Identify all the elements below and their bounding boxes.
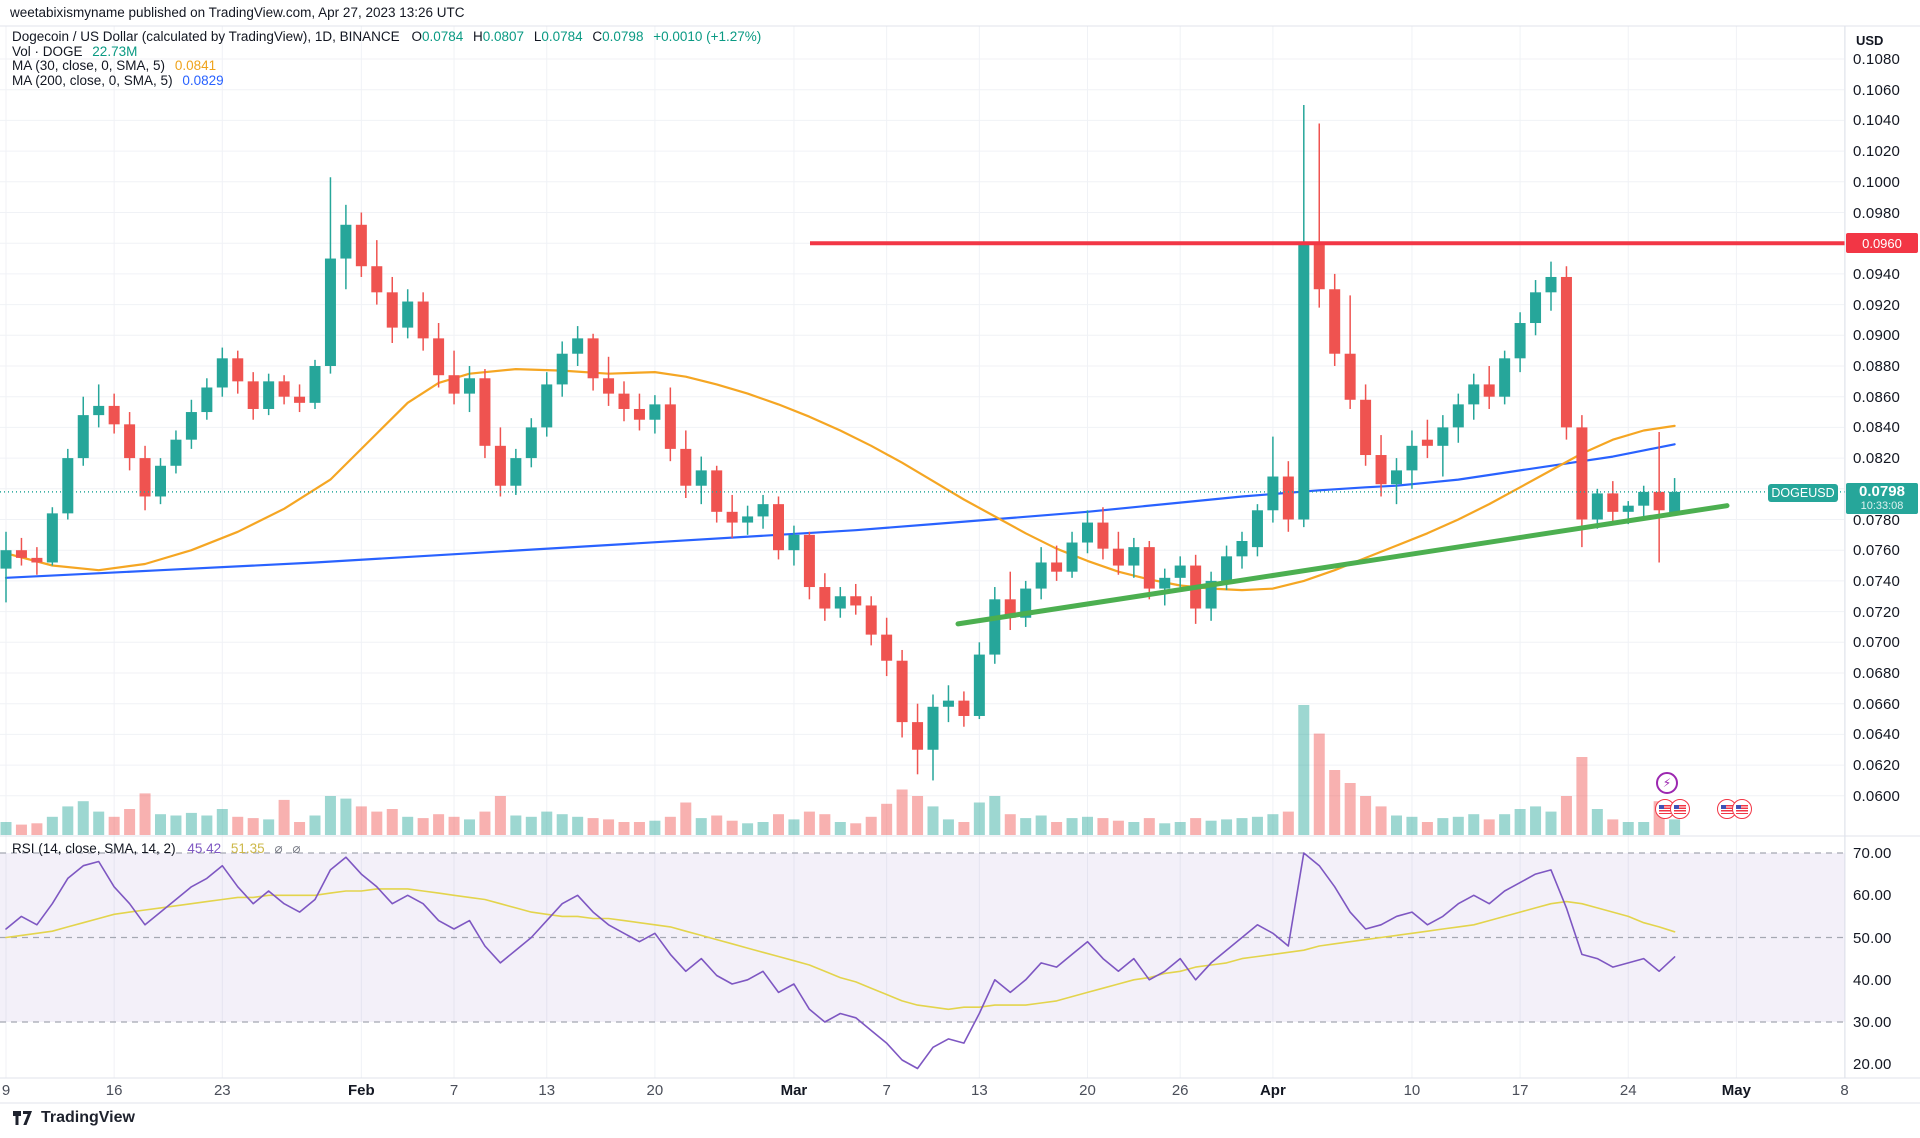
- ma30-label: MA (30, close, 0, SMA, 5): [12, 58, 166, 73]
- price-tick-label: 0.0940: [1853, 265, 1901, 283]
- price-axis[interactable]: 0.1080 0.1060 0.1040 0.1020 0.1000 0.0980 0.09…: [1845, 26, 1920, 1078]
- change-value: +0.0010 (+1.27%): [653, 29, 762, 44]
- main-legend: Dogecoin / US Dollar (calculated by Trad…: [12, 29, 762, 89]
- rsi-tick-label: 20.00: [1853, 1056, 1892, 1074]
- volume-label: Vol · DOGE: [12, 43, 83, 59]
- rsi-empty-icon: ⌀: [292, 841, 301, 856]
- volume-value: 22.73M: [92, 43, 138, 59]
- time-tick-label: 13: [538, 1082, 556, 1099]
- price-tick-label: 0.1060: [1853, 81, 1901, 99]
- high-value: 0.0807: [482, 29, 525, 44]
- current-price-value: 0.0798: [1859, 483, 1905, 500]
- price-tick-label: 0.0900: [1853, 327, 1901, 345]
- close-label: C: [592, 29, 603, 44]
- us-economic-event-flag-icon[interactable]: [1670, 799, 1690, 819]
- ma30-legend-row[interactable]: MA (30, close, 0, SMA, 5) 0.0841: [12, 58, 761, 74]
- price-tick-label: 0.0640: [1853, 726, 1901, 744]
- price-tick-label: 0.0740: [1853, 572, 1901, 590]
- time-axis[interactable]: 9 16 23 Feb 7 13 20 Mar 7 13 20 26 Apr 10 17 24 May 8: [0, 1078, 1920, 1103]
- time-tick-label: 23: [213, 1082, 231, 1099]
- price-tick-label: 0.1080: [1853, 51, 1901, 68]
- bar-countdown: 10:33:08: [1860, 500, 1904, 512]
- rsi-value: 45.42: [187, 841, 222, 856]
- time-tick-label: 20: [1079, 1082, 1096, 1099]
- price-tick-label: 0.0840: [1853, 419, 1901, 437]
- price-axis-currency: USD: [1856, 33, 1884, 48]
- open-value: 0.0784: [421, 29, 464, 44]
- price-tick-label: 0.0600: [1853, 787, 1901, 805]
- idea-lightning-icon[interactable]: ⚡: [1656, 772, 1678, 794]
- symbol-legend-row[interactable]: Dogecoin / US Dollar (calculated by Trad…: [12, 29, 762, 45]
- time-tick-label: 17: [1511, 1082, 1529, 1099]
- time-tick-label: 20: [646, 1082, 664, 1099]
- rsi-tick-label: 50.00: [1853, 929, 1892, 947]
- price-tick-label: 0.0620: [1853, 757, 1901, 775]
- symbol-price-tag: DOGEUSD: [1768, 484, 1838, 502]
- low-value: 0.0784: [541, 29, 583, 44]
- publish-attribution: weetabixismyname published on TradingVie…: [10, 5, 465, 20]
- open-label: O: [411, 29, 422, 44]
- ma200-label: MA (200, close, 0, SMA, 5): [12, 72, 173, 88]
- time-tick-label: Mar: [780, 1082, 808, 1099]
- ma200-value: 0.0829: [182, 72, 224, 88]
- time-tick-label: May: [1721, 1082, 1751, 1099]
- tradingview-logo-icon: [13, 1111, 32, 1125]
- us-economic-event-flag-icon[interactable]: [1732, 799, 1752, 819]
- time-tick-label: 16: [105, 1082, 123, 1099]
- price-tick-label: 0.0880: [1853, 358, 1901, 375]
- time-tick-label: 24: [1619, 1082, 1637, 1099]
- time-tick-label: 26: [1171, 1082, 1189, 1099]
- low-label: L: [533, 29, 542, 44]
- ma30-value: 0.0841: [174, 58, 217, 73]
- rsi-tick-label: 70.00: [1853, 845, 1892, 862]
- time-tick-label: 7: [449, 1082, 459, 1099]
- time-tick-label: 9: [1, 1082, 11, 1099]
- time-tick-label: 13: [971, 1082, 988, 1099]
- current-price-label: 0.0798 10:33:08: [1846, 483, 1918, 514]
- ma200-legend-row[interactable]: MA (200, close, 0, SMA, 5) 0.0829: [12, 72, 761, 89]
- volume-legend-row[interactable]: Vol · DOGE 22.73M: [12, 43, 761, 60]
- time-tick-label: Apr: [1259, 1082, 1286, 1099]
- price-tick-label: 0.1020: [1853, 143, 1901, 161]
- price-tick-label: 0.0680: [1853, 665, 1901, 682]
- price-tick-label: 0.1000: [1853, 173, 1901, 191]
- price-tick-label: 0.0980: [1853, 204, 1901, 222]
- tradingview-logo-text: TradingView: [41, 1109, 135, 1126]
- rsi-tick-label: 40.00: [1853, 971, 1892, 989]
- price-tick-label: 0.0780: [1853, 511, 1901, 529]
- price-tick-label: 0.0760: [1853, 542, 1901, 560]
- price-tick-label: 0.0720: [1853, 603, 1901, 621]
- resistance-price-label: 0.0960: [1846, 233, 1918, 253]
- price-tick-label: 0.0700: [1853, 634, 1901, 652]
- rsi-ma-value: 51.35: [230, 841, 265, 856]
- time-tick-label: Feb: [348, 1082, 375, 1099]
- price-tick-label: 0.1040: [1853, 112, 1901, 130]
- rsi-legend-row[interactable]: RSI (14, close, SMA, 14, 2) 45.42 51.35 …: [12, 841, 301, 857]
- price-tick-label: 0.0920: [1853, 296, 1901, 314]
- time-tick-label: 10: [1403, 1082, 1421, 1099]
- rsi-title: RSI (14, close, SMA, 14, 2): [12, 841, 176, 856]
- time-tick-label: 8: [1840, 1082, 1849, 1099]
- tradingview-logo[interactable]: TradingView: [12, 1109, 135, 1127]
- time-tick-label: 7: [882, 1082, 891, 1099]
- price-tick-label: 0.0660: [1853, 695, 1901, 713]
- high-label: H: [473, 29, 483, 44]
- price-tick-label: 0.0820: [1853, 450, 1901, 468]
- close-value: 0.0798: [602, 29, 644, 44]
- rsi-empty-icon: ⌀: [274, 841, 283, 856]
- price-tick-label: 0.0860: [1853, 388, 1901, 406]
- rsi-tick-label: 60.00: [1853, 887, 1892, 905]
- symbol-title: Dogecoin / US Dollar (calculated by Trad…: [12, 29, 400, 44]
- rsi-tick-label: 30.00: [1853, 1014, 1892, 1031]
